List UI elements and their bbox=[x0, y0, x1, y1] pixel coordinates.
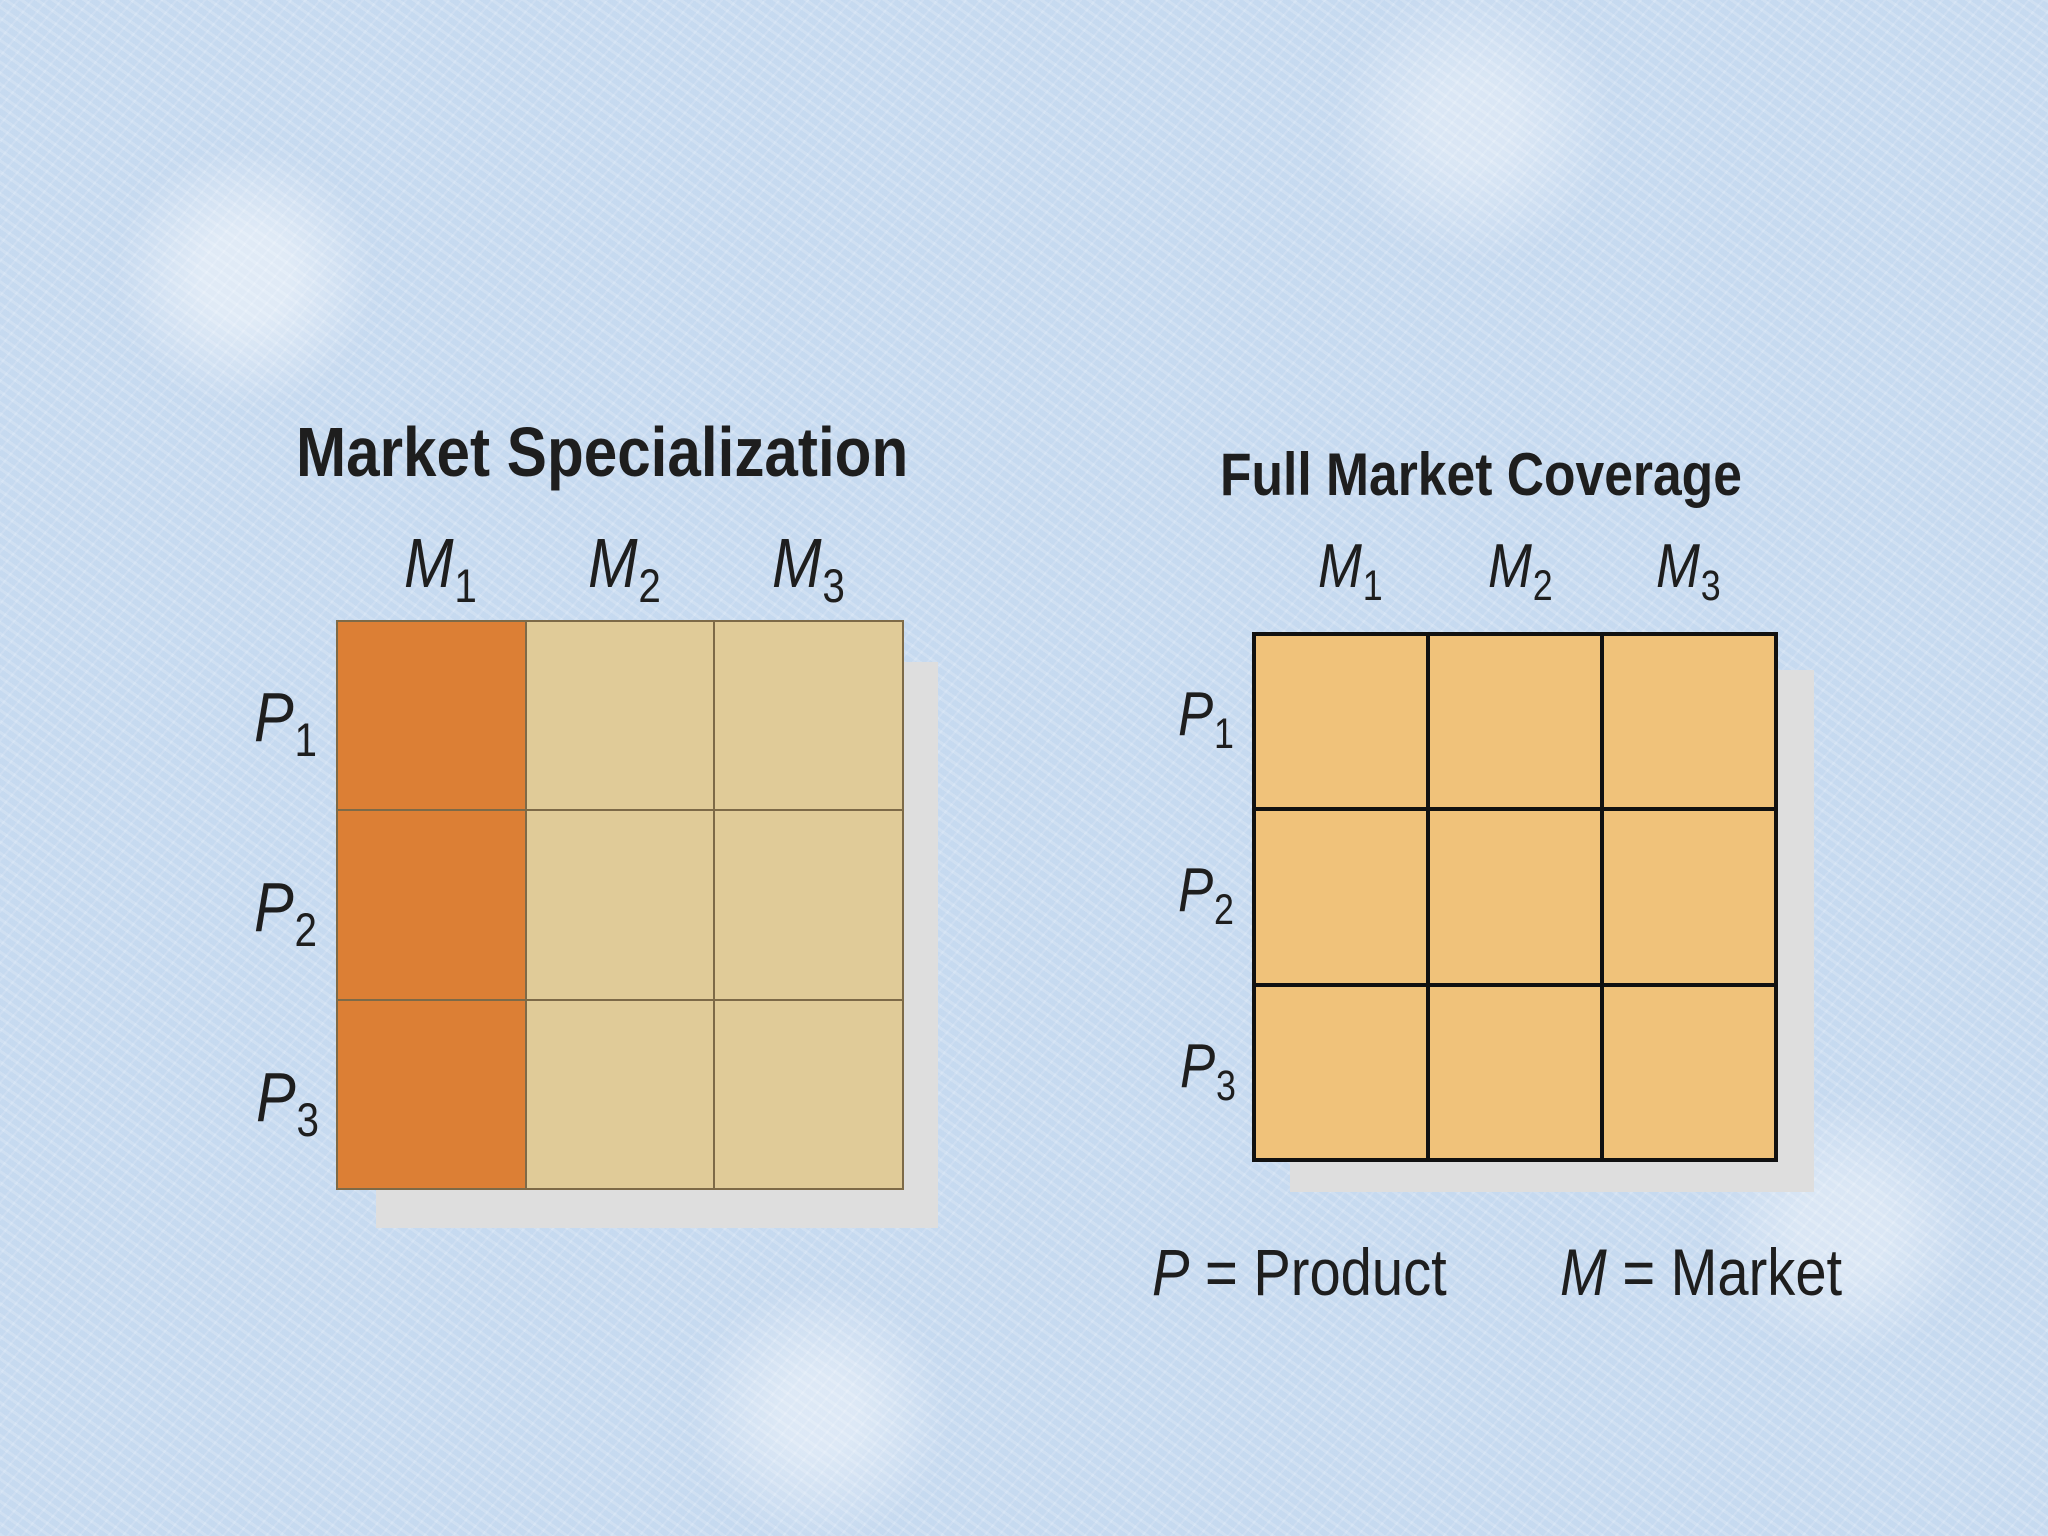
legend-product: P = Product bbox=[1152, 1235, 1447, 1309]
market-specialization-title: Market Specialization bbox=[296, 413, 909, 491]
ms-cell-p2-m2 bbox=[525, 810, 715, 1000]
fmc-market-label-3: M3 bbox=[1656, 532, 1721, 610]
ms-market-label-3: M3 bbox=[772, 524, 845, 614]
ms-cell-p2-m3 bbox=[714, 810, 903, 1000]
fmc-product-label-2: P2 bbox=[1178, 856, 1234, 934]
fmc-product-label-1: P1 bbox=[1178, 680, 1234, 758]
fmc-cell-p3-m2 bbox=[1428, 984, 1602, 1160]
ms-cell-p3-m1 bbox=[337, 999, 526, 1189]
ms-cell-p3-m3 bbox=[714, 999, 903, 1189]
ms-cell-p2-m1 bbox=[337, 810, 526, 1000]
fmc-market-label-2: M2 bbox=[1488, 532, 1553, 610]
ms-product-label-2: P2 bbox=[254, 868, 318, 958]
fmc-cell-p3-m3 bbox=[1602, 984, 1776, 1160]
full-market-coverage-grid bbox=[1252, 632, 1778, 1162]
market-specialization-grid bbox=[336, 620, 904, 1190]
fmc-cell-p1-m2 bbox=[1428, 634, 1602, 810]
ms-cell-p1-m1 bbox=[337, 621, 526, 811]
ms-cell-p1-m3 bbox=[714, 621, 903, 811]
fmc-cell-p1-m3 bbox=[1602, 634, 1776, 810]
fmc-market-label-1: M1 bbox=[1318, 532, 1383, 610]
fmc-product-label-3: P3 bbox=[1180, 1032, 1236, 1110]
fmc-cell-p2-m3 bbox=[1602, 809, 1776, 985]
fmc-cell-p2-m1 bbox=[1254, 809, 1428, 985]
ms-cell-p1-m2 bbox=[525, 621, 715, 811]
ms-market-label-1: M1 bbox=[404, 524, 477, 614]
ms-market-label-2: M2 bbox=[588, 524, 661, 614]
full-market-coverage-title: Full Market Coverage bbox=[1220, 441, 1742, 508]
ms-product-label-3: P3 bbox=[256, 1058, 320, 1148]
fmc-cell-p2-m2 bbox=[1428, 809, 1602, 985]
fmc-cell-p3-m1 bbox=[1254, 984, 1428, 1160]
legend-market: M = Market bbox=[1560, 1235, 1843, 1309]
fmc-cell-p1-m1 bbox=[1254, 634, 1428, 810]
ms-product-label-1: P1 bbox=[254, 678, 318, 768]
ms-cell-p3-m2 bbox=[525, 999, 715, 1189]
